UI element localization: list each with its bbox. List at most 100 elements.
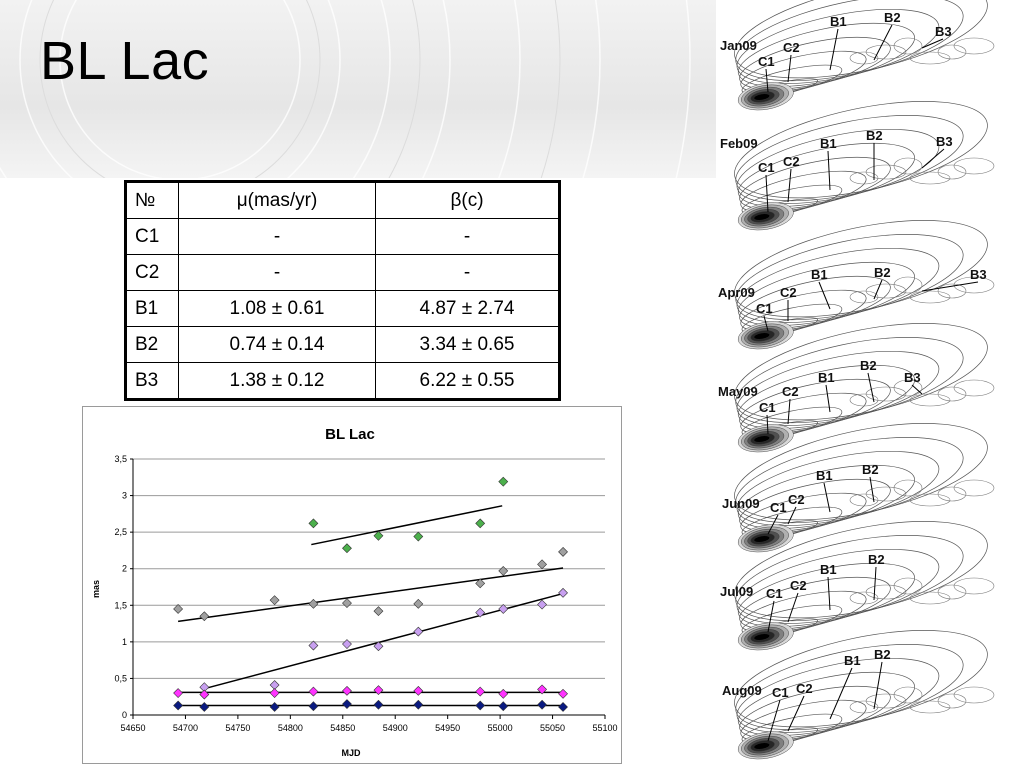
- leader-line: [873, 24, 893, 61]
- core-contour: [753, 633, 770, 641]
- leader-line: [766, 414, 769, 435]
- data-point: [269, 688, 280, 698]
- component-label: C2: [796, 681, 813, 696]
- contour-line: [737, 364, 915, 429]
- y-tick-label: 3,5: [114, 454, 127, 464]
- core-contour: [753, 742, 770, 750]
- data-point: [537, 684, 547, 695]
- data-point: [342, 685, 352, 696]
- data-point: [537, 559, 547, 570]
- table-row: B3 1.38 ± 0.12 6.22 ± 0.55: [125, 362, 560, 400]
- contour-line: [849, 700, 879, 714]
- contour-line: [865, 584, 907, 600]
- scatter-chart: BL Lac MJD mas 0 0,5 1 1,5 2 2,5 3 3,5 54650 5470…: [91, 426, 618, 758]
- leader-line: [787, 506, 797, 525]
- epoch-label: Jun09: [722, 496, 760, 511]
- data-point: [537, 599, 547, 610]
- component-label: B1: [816, 468, 833, 483]
- epoch-label: May09: [718, 384, 758, 399]
- leader-line: [823, 482, 831, 513]
- x-tick-label: 54900: [383, 723, 408, 733]
- contour-line: [737, 671, 915, 736]
- x-tick-label: 54950: [435, 723, 460, 733]
- component-label: C1: [772, 685, 789, 700]
- table-cell: 0.74 ± 0.14: [178, 326, 376, 363]
- table-cell: -: [375, 218, 560, 255]
- y-tick-label: 0: [122, 710, 127, 720]
- data-point: [373, 606, 384, 617]
- data-point: [373, 641, 384, 652]
- table-header-row: № μ(mas/yr) β(c): [125, 181, 560, 219]
- component-label: B2: [874, 647, 891, 662]
- leader-line: [765, 174, 769, 213]
- core-contour: [753, 435, 770, 443]
- component-label: B1: [844, 653, 861, 668]
- table-cell: 4.87 ± 2.74: [375, 290, 560, 327]
- component-label: B3: [936, 134, 953, 149]
- table-cell: -: [178, 254, 376, 291]
- contour-line: [953, 686, 995, 704]
- vlbi-map: Jul09 C1 C2 B1 B2: [720, 521, 995, 651]
- epoch-label: Aug09: [722, 683, 762, 698]
- decorative-swirl: [0, 0, 691, 178]
- leader-line: [921, 148, 945, 169]
- contour-line: [849, 393, 879, 407]
- contour-line: [937, 486, 967, 502]
- leader-line: [827, 150, 831, 191]
- component-label: C1: [756, 301, 773, 316]
- table-cell: B2: [125, 326, 179, 363]
- table-cell: -: [375, 254, 560, 291]
- contour-line: [953, 157, 995, 175]
- epoch-label: Jul09: [720, 584, 753, 599]
- contour-line: [865, 283, 907, 299]
- data-point: [413, 699, 424, 710]
- vlbi-map: Aug09 C1 C2 B1 B2: [722, 630, 995, 760]
- data-point: [199, 611, 210, 622]
- trend-line: [204, 592, 564, 690]
- table-cell: -: [178, 218, 376, 255]
- data-point: [475, 518, 486, 529]
- contour-line: [909, 700, 951, 714]
- contour-line: [736, 549, 940, 624]
- leader-line: [767, 699, 781, 742]
- contour-line: [849, 171, 879, 185]
- x-tick-label: 54650: [120, 723, 145, 733]
- leader-line: [911, 384, 923, 395]
- contour-line: [740, 590, 867, 633]
- data-point: [475, 700, 486, 711]
- contour-line: [734, 220, 988, 318]
- component-label: B1: [820, 562, 837, 577]
- contour-line: [937, 584, 967, 600]
- contour-line: [741, 406, 843, 438]
- contour-line: [909, 493, 951, 507]
- contour-line: [735, 437, 964, 524]
- data-point: [173, 700, 184, 711]
- leader-line: [767, 600, 775, 633]
- x-tick-label: 55050: [540, 723, 565, 733]
- core-contour: [753, 332, 770, 340]
- data-point: [558, 587, 568, 598]
- data-point: [475, 607, 486, 618]
- contour-line: [849, 51, 879, 65]
- contour-line: [735, 535, 964, 622]
- data-point: [373, 530, 384, 541]
- contour-line: [736, 451, 940, 526]
- contour-line: [739, 36, 891, 90]
- x-tick-label: 55000: [488, 723, 513, 733]
- x-tick-label: 54800: [278, 723, 303, 733]
- proper-motion-table: № μ(mas/yr) β(c) C1 - - C2 - - B1 1.08 ±…: [124, 180, 561, 401]
- epoch-label: Jan09: [720, 38, 757, 53]
- leader-line: [829, 667, 853, 720]
- contour-line: [893, 157, 923, 175]
- data-point: [498, 565, 509, 576]
- contour-line: [734, 0, 988, 79]
- chart-frame: BL Lac MJD mas 0 0,5 1 1,5 2 2,5 3 3,5 54650 5470…: [82, 406, 622, 764]
- data-point: [173, 688, 184, 698]
- component-label: B1: [820, 136, 837, 151]
- vlbi-maps-panel: Jan09 C1 C2 B1 B2 B3 Feb09 C1 C2 B1 B2 B3 Apr09 C1 C2 B…: [714, 0, 1024, 768]
- data-point: [342, 543, 352, 554]
- leader-line: [873, 661, 883, 710]
